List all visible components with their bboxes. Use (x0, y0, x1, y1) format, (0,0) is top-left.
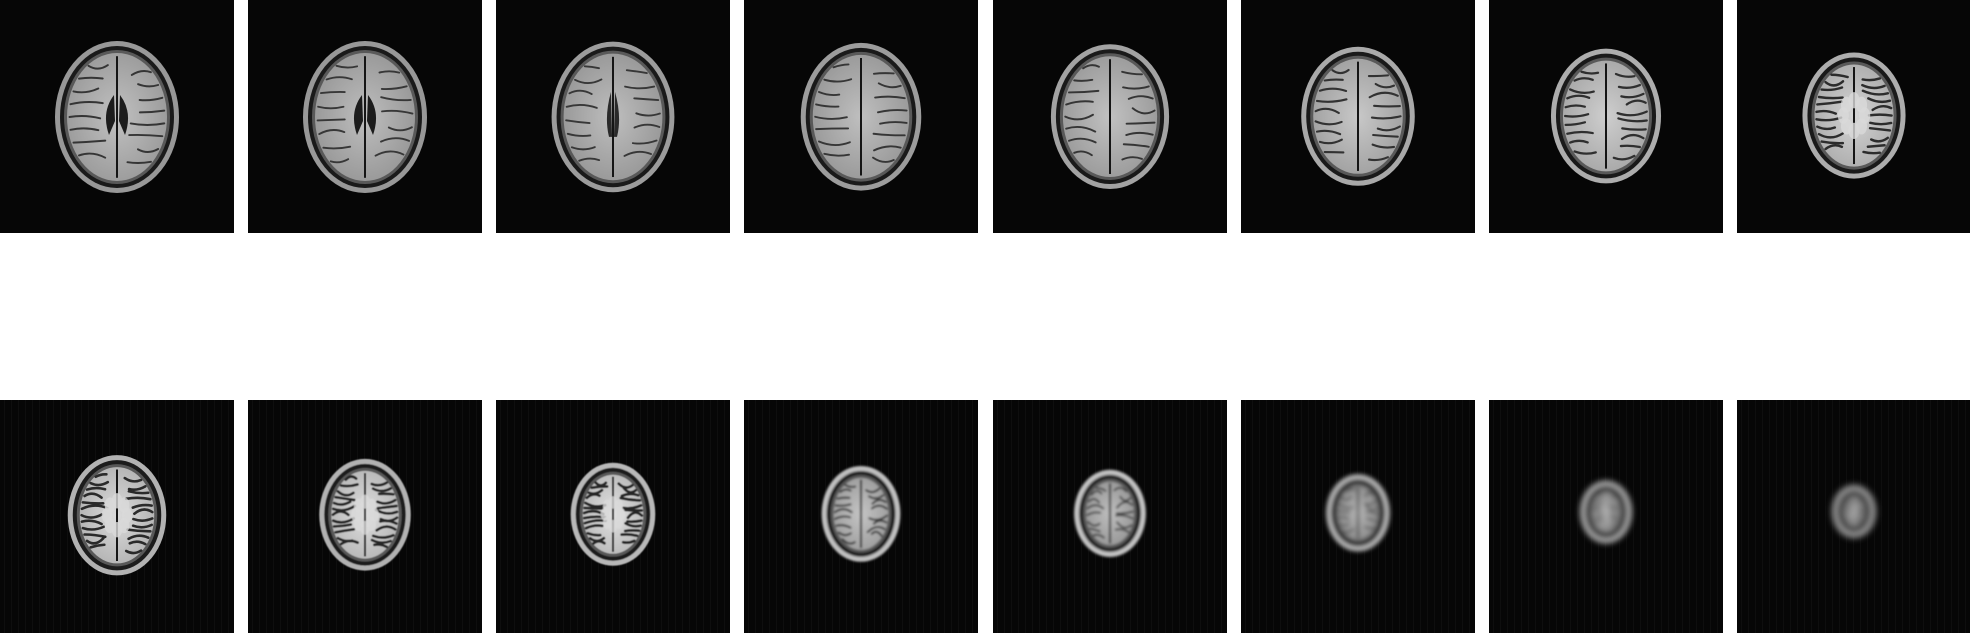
mri-slice-image (1489, 0, 1723, 233)
mri-slice-image (1737, 400, 1970, 633)
mri-slice-tile (744, 0, 978, 233)
mri-slice-tile (1489, 400, 1723, 633)
mri-slice-tile (0, 400, 234, 633)
mri-slice-image (993, 400, 1227, 633)
mri-slice-tile (1489, 0, 1723, 233)
mri-slice-tile (993, 0, 1227, 233)
mri-slice-tile (496, 0, 730, 233)
mri-slice-tile (1241, 400, 1475, 633)
mri-slice-tile (993, 400, 1227, 633)
mri-slice-image (1737, 0, 1970, 233)
mri-slice-tile (744, 400, 978, 633)
mri-slice-tile (1737, 400, 1970, 633)
mri-slice-image (1241, 0, 1475, 233)
mri-slice-tile (248, 400, 482, 633)
mri-slice-image (1241, 400, 1475, 633)
mri-slice-image (993, 0, 1227, 233)
mri-slice-tile (248, 0, 482, 233)
mri-slice-tile (1737, 0, 1970, 233)
mri-slice-tile (0, 0, 234, 233)
mri-slice-image (248, 0, 482, 233)
mri-slice-image (248, 400, 482, 633)
mri-slice-image (744, 400, 978, 633)
mri-slice-image (0, 400, 234, 633)
mri-slice-image (744, 0, 978, 233)
mri-slice-image (496, 400, 730, 633)
mri-slice-tile (1241, 0, 1475, 233)
mri-slice-image (496, 0, 730, 233)
mri-slice-image (0, 0, 234, 233)
mri-slice-image (1489, 400, 1723, 633)
mri-slice-tile (496, 400, 730, 633)
